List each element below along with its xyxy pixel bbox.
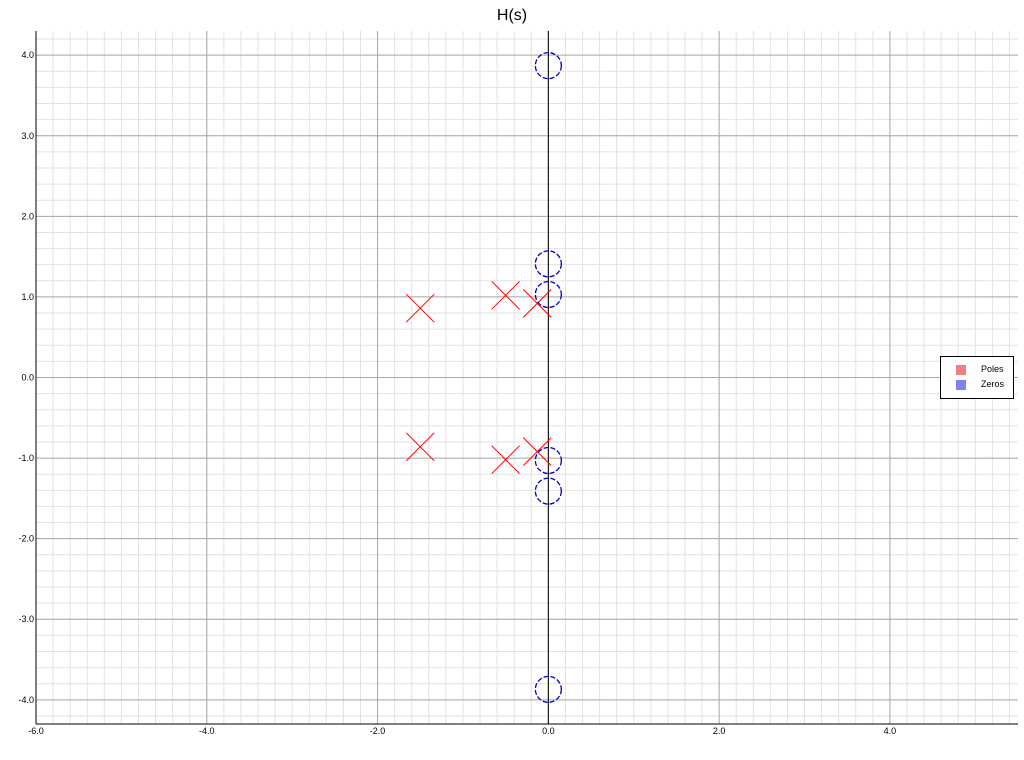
pole-stroke <box>522 289 552 318</box>
markers <box>405 52 562 703</box>
pole-marker <box>405 432 435 462</box>
pole-stroke <box>405 432 435 462</box>
pole-marker <box>522 289 552 318</box>
axes <box>35 31 1018 725</box>
zeros-swatch <box>956 380 966 390</box>
pole-stroke <box>522 437 552 466</box>
y-tick-label: 4.0 <box>21 50 34 60</box>
pole-marker <box>522 437 552 466</box>
pole-stroke <box>491 280 521 310</box>
chart-title: H(s) <box>496 7 528 24</box>
x-tick-label: 0.0 <box>542 726 555 736</box>
y-tick-label: 0.0 <box>21 373 34 383</box>
x-tick-label: 4.0 <box>884 726 897 736</box>
legend-item-poles: Poles <box>941 363 1013 377</box>
y-tick-label: 3.0 <box>21 131 34 141</box>
y-tick-label: -4.0 <box>18 695 34 705</box>
x-tick-label: -2.0 <box>370 726 386 736</box>
x-tick-label: 2.0 <box>713 726 726 736</box>
pole-stroke <box>405 293 435 323</box>
zero-marker <box>534 250 562 278</box>
legend-label-zeros: Zeros <box>981 379 1005 389</box>
major-grid <box>35 31 1018 724</box>
zero-marker <box>534 477 562 505</box>
legend-label-poles: Poles <box>981 364 1004 374</box>
y-tick-label: 2.0 <box>21 211 34 221</box>
y-tick-label: -1.0 <box>18 453 34 463</box>
zero-marker <box>534 280 562 309</box>
pole-marker <box>405 293 435 323</box>
pole-marker <box>491 280 521 310</box>
legend: Poles Zeros <box>940 356 1014 399</box>
zero-marker <box>534 446 562 475</box>
tick-labels: -6.0 -4.0 -2.0 0.0 2.0 4.0 4.0 3.0 2.0 1.0 0.0 -1.0… <box>18 50 896 736</box>
x-tick-label: -4.0 <box>199 726 215 736</box>
pole-marker <box>491 445 521 475</box>
zero-marker <box>534 52 562 80</box>
y-tick-label: -2.0 <box>18 534 34 544</box>
zero-marker <box>534 675 562 703</box>
y-tick-label: 1.0 <box>21 292 34 302</box>
y-tick-label: -3.0 <box>18 614 34 624</box>
pole-stroke <box>491 445 521 475</box>
legend-item-zeros: Zeros <box>941 378 1013 392</box>
x-tick-label: -6.0 <box>28 726 44 736</box>
poles-swatch <box>956 365 966 375</box>
